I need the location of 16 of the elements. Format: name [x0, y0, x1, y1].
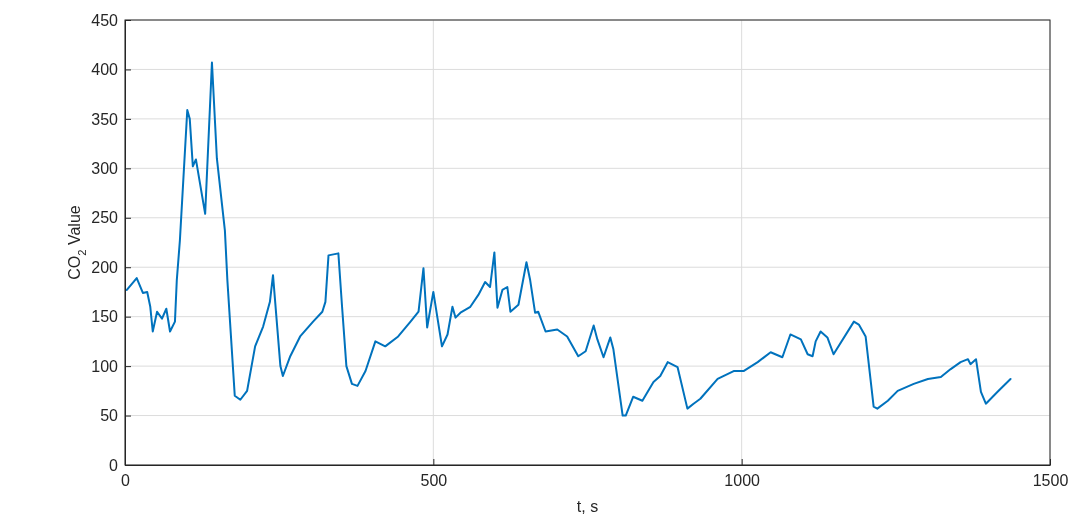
y-tick-label: 300: [91, 159, 119, 177]
y-tick-label: 100: [91, 357, 119, 375]
y-tick-label: 150: [91, 308, 119, 326]
y-tick-label: 50: [100, 407, 119, 425]
x-tick-label: 0: [121, 471, 131, 489]
x-tick-label: 1500: [1032, 471, 1069, 489]
x-tick-label: 1000: [724, 471, 761, 489]
y-tick-label: 250: [91, 209, 119, 227]
x-tick-label: 500: [420, 471, 448, 489]
line-series: [125, 61, 1012, 417]
y-tick-label: 0: [109, 456, 119, 474]
x-axis-title: t, s: [576, 498, 599, 515]
y-tick-label: 200: [91, 258, 119, 276]
y-tick-label: 400: [91, 61, 119, 79]
y-tick-label: 350: [91, 110, 119, 128]
y-tick-label: 450: [91, 11, 119, 29]
